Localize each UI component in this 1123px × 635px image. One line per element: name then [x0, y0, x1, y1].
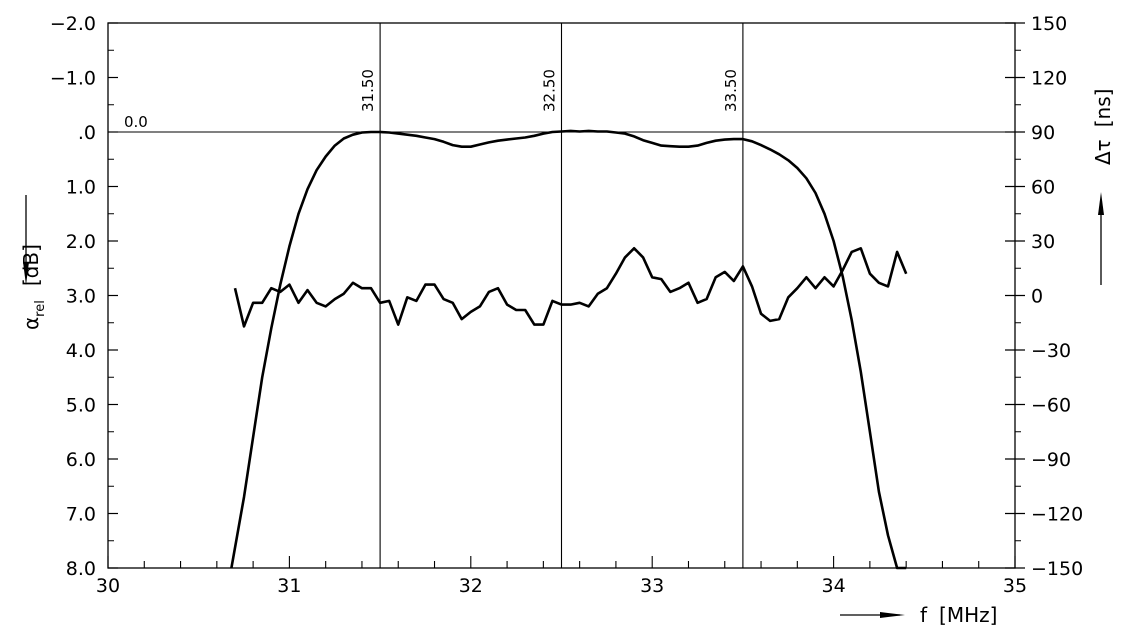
right-tick-label: −30: [1031, 340, 1071, 362]
x-axis-ticks: 30 31 32 33 34 35: [96, 556, 1027, 597]
svg-text:Δτ[ns]: Δτ [ns]: [1091, 89, 1115, 165]
right-tick-label: 150: [1031, 13, 1067, 35]
y-left-axis-subscript: rel: [33, 300, 48, 317]
x-axis-label: f: [920, 603, 928, 627]
left-tick-label: 5.0: [66, 395, 96, 417]
svg-text:f[MHz]: f [MHz]: [920, 603, 997, 627]
left-axis-ticks: −2.0 −1.0 .0 1.0 2.0 3.0 4.0 5.0 6.0 7.0 8.0: [50, 13, 118, 580]
x-axis-arrow-head: [880, 612, 905, 618]
right-tick-label: 30: [1031, 231, 1055, 253]
left-tick-label: 7.0: [66, 504, 96, 526]
right-tick-label: −60: [1031, 395, 1071, 417]
right-tick-label: 60: [1031, 177, 1055, 199]
y-right-axis-symbol: Δτ: [1091, 139, 1115, 165]
left-tick-label: .0: [78, 122, 96, 144]
left-tick-label: 8.0: [66, 558, 96, 580]
left-tick-label: 6.0: [66, 449, 96, 471]
y-left-axis-unit: [dB]: [19, 244, 43, 286]
right-tick-label: 120: [1031, 68, 1067, 90]
right-axis-ticks: 150 120 90 60 30 0 −30 −60 −90 −120 −150: [1005, 13, 1083, 580]
x-tick-label: 32: [459, 575, 483, 597]
right-tick-label: −150: [1031, 558, 1083, 580]
left-tick-label: 3.0: [66, 286, 96, 308]
reference-line-label: 0.0: [124, 113, 148, 131]
y-right-axis-unit: [ns]: [1091, 89, 1115, 128]
x-tick-label: 34: [822, 575, 846, 597]
x-axis-title: f [MHz]: [840, 603, 997, 627]
attenuation-series-line: [230, 129, 907, 570]
left-tick-label: −1.0: [50, 68, 96, 90]
marker-label: 31.50: [359, 69, 377, 112]
y-left-axis-symbol: α: [19, 317, 43, 330]
left-tick-label: 4.0: [66, 340, 96, 362]
x-tick-label: 31: [277, 575, 301, 597]
left-tick-label: −2.0: [50, 13, 96, 35]
marker-label: 32.50: [541, 69, 559, 112]
right-tick-label: −120: [1031, 504, 1083, 526]
y-left-axis-title: αrel [dB]: [19, 244, 48, 330]
y-right-up-arrow: [1098, 192, 1104, 285]
y-right-axis-title: Δτ [ns]: [1091, 89, 1115, 165]
group-delay-series-line: [233, 247, 908, 328]
marker-label: 33.50: [722, 69, 740, 112]
x-tick-label: 30: [96, 575, 120, 597]
right-tick-label: −90: [1031, 449, 1071, 471]
x-axis-unit: [MHz]: [939, 603, 997, 627]
svg-text:αrel[dB]: αrel [dB]: [19, 244, 48, 330]
x-tick-label: 33: [640, 575, 664, 597]
y-left-down-arrow: [23, 195, 29, 285]
left-tick-label: 1.0: [66, 177, 96, 199]
series-layer: [230, 129, 908, 570]
right-tick-label: 0: [1031, 286, 1043, 308]
right-tick-label: 90: [1031, 122, 1055, 144]
left-tick-label: 2.0: [66, 231, 96, 253]
x-tick-label: 35: [1003, 575, 1027, 597]
